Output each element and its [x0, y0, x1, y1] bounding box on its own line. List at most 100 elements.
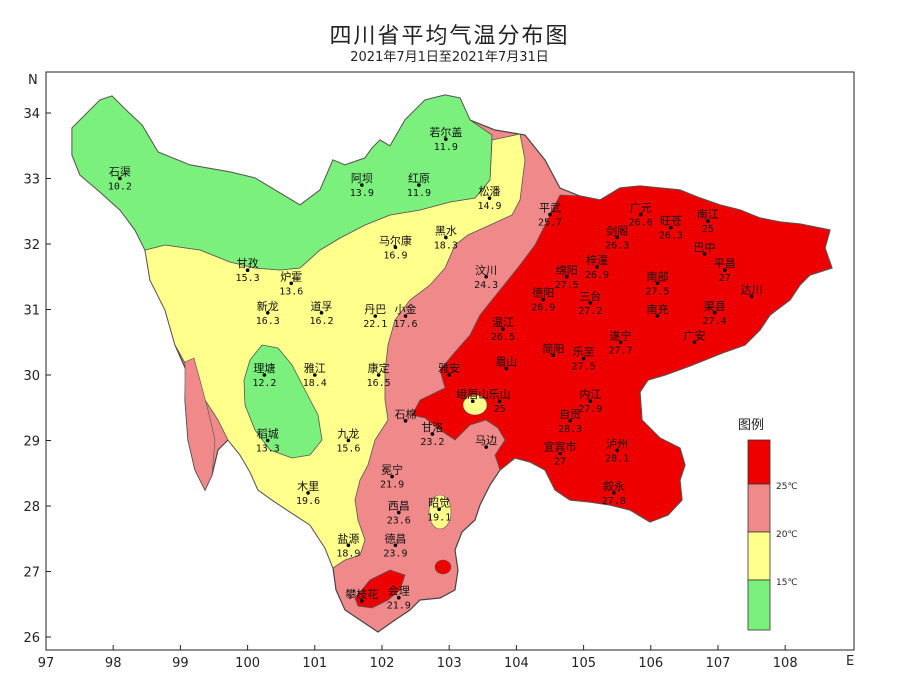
- y-axis-direction: N: [28, 73, 38, 88]
- station-name: 内江: [579, 387, 601, 401]
- station-dot: [373, 314, 378, 318]
- station-marker: 木里 19.6: [296, 480, 320, 507]
- station-value: 25: [494, 404, 506, 415]
- station-dot: [712, 310, 717, 315]
- station-name: 石棉: [395, 407, 417, 421]
- station-name: 昭觉: [428, 496, 450, 509]
- station-marker: 理塘 12.2: [252, 361, 276, 389]
- station-name: 叙永: [603, 479, 625, 493]
- station-marker: 西昌 23.6: [387, 500, 411, 527]
- station-name: 梓潼: [586, 253, 608, 267]
- station-name: 遂宁: [610, 328, 632, 342]
- legend-label-20: 20℃: [776, 530, 798, 540]
- station-name: 渠县: [704, 300, 726, 313]
- station-value: 13.9: [350, 188, 374, 199]
- station-dot: [497, 399, 502, 404]
- station-name: 峨眉山: [456, 388, 489, 401]
- station-dot: [749, 294, 754, 299]
- station-dot: [447, 373, 452, 377]
- station-marker: 新龙 16.3: [256, 299, 280, 327]
- station-value: 28.1: [605, 453, 629, 464]
- station-marker: 康定 16.5: [367, 361, 391, 389]
- station-dot: [484, 274, 488, 279]
- station-value: 18.3: [434, 240, 458, 251]
- station-value: 27: [719, 273, 731, 284]
- x-tick-label: 103: [437, 656, 462, 671]
- station-value: 16.2: [309, 316, 333, 327]
- station-dot: [346, 543, 351, 548]
- station-marker: 雅江 18.4: [303, 361, 327, 389]
- station-dot: [655, 314, 660, 318]
- station-value: 26.5: [491, 332, 515, 343]
- station-value: 27: [554, 457, 566, 468]
- station-marker: 昭觉 19.1: [427, 496, 451, 523]
- station-name: 旺苍: [660, 215, 682, 228]
- station-marker: 石渠 10.2: [108, 166, 132, 193]
- station-layer: 石渠 10.2 若尔盖 11.9 阿坝 13.9 红原 11.9 松潘 14.9 黑水 18.3 马尔康…: [108, 125, 763, 612]
- station-dot: [487, 196, 492, 200]
- station-name: 雅江: [304, 361, 326, 375]
- station-dot: [618, 340, 623, 345]
- station-dot: [397, 510, 401, 515]
- red-spot-south: [434, 559, 452, 575]
- station-marker: 梓潼 26.9: [585, 253, 609, 281]
- station-name: 西昌: [388, 500, 410, 513]
- station-value: 27.9: [578, 404, 602, 415]
- y-tick-label: 31: [23, 304, 40, 319]
- x-axis-direction: E: [846, 654, 854, 669]
- station-value: 18.9: [336, 548, 360, 559]
- x-tick-label: 98: [105, 656, 122, 671]
- station-name: 稻城: [257, 428, 279, 441]
- station-value: 27.5: [645, 286, 669, 297]
- station-marker: 阿坝 13.9: [350, 171, 374, 199]
- station-value: 26.9: [531, 303, 555, 314]
- station-marker: 稻城 13.3: [256, 428, 280, 455]
- station-name: 松潘: [479, 184, 501, 198]
- station-marker: 三台 27.2: [578, 289, 602, 317]
- station-dot: [548, 212, 552, 217]
- province-region-green: [71, 94, 493, 271]
- station-marker: 广元 26.6: [629, 202, 653, 229]
- station-value: 15.3: [236, 273, 260, 284]
- station-name: 广元: [630, 202, 652, 215]
- station-marker: 平武 25.7: [538, 202, 562, 229]
- station-value: 21.9: [387, 601, 411, 612]
- station-marker: 九龙 15.6: [336, 428, 360, 455]
- station-marker: 峨眉山: [456, 388, 489, 404]
- station-value: 16.9: [383, 250, 407, 261]
- station-dot: [722, 268, 727, 273]
- station-value: 27.5: [572, 362, 596, 373]
- station-dot: [706, 219, 710, 223]
- station-name: 若尔盖: [429, 125, 462, 139]
- y-tick-label: 33: [23, 173, 40, 188]
- station-value: 15.6: [336, 444, 360, 455]
- legend: 图例 25℃ 20℃ 15℃: [738, 418, 798, 631]
- station-marker: 乐至 27.5: [572, 346, 596, 373]
- station-marker: 绵阳 27.5: [555, 263, 579, 291]
- station-name: 黑水: [435, 224, 457, 237]
- station-name: 雅安: [438, 361, 460, 375]
- station-name: 南充: [647, 302, 669, 316]
- station-marker: 温江 26.5: [491, 316, 515, 343]
- map-title: 四川省平均气温分布图: [329, 24, 570, 49]
- station-dot: [403, 419, 408, 423]
- station-marker: 眉山: [495, 355, 517, 371]
- station-name: 炉霍: [280, 270, 302, 283]
- station-value: 13.6: [279, 286, 303, 297]
- station-dot: [376, 373, 381, 377]
- station-marker: 石棉: [395, 407, 417, 423]
- y-tick-label: 30: [23, 369, 40, 384]
- station-value: 18.4: [303, 378, 327, 389]
- station-name: 汶川: [475, 263, 497, 277]
- station-value: 26.3: [659, 231, 683, 242]
- legend-label-25: 25℃: [776, 482, 798, 492]
- station-name: 冕宁: [381, 463, 403, 477]
- station-marker: 道孚 16.2: [309, 299, 333, 327]
- x-tick-label: 105: [571, 656, 596, 671]
- station-dot: [289, 281, 294, 286]
- station-marker: 达川: [741, 283, 763, 299]
- x-tick-label: 101: [302, 656, 327, 671]
- station-marker: 泸州 28.1: [605, 437, 629, 464]
- station-dot: [484, 445, 488, 449]
- legend-swatch-red: [747, 439, 771, 485]
